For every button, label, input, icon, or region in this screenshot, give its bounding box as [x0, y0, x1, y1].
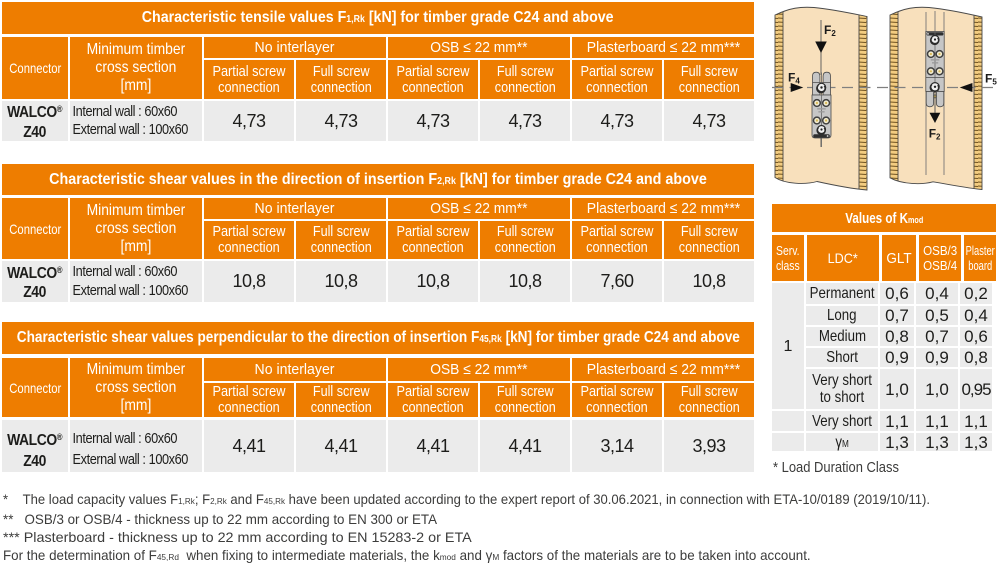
svg-text:F5: F5: [985, 72, 997, 87]
